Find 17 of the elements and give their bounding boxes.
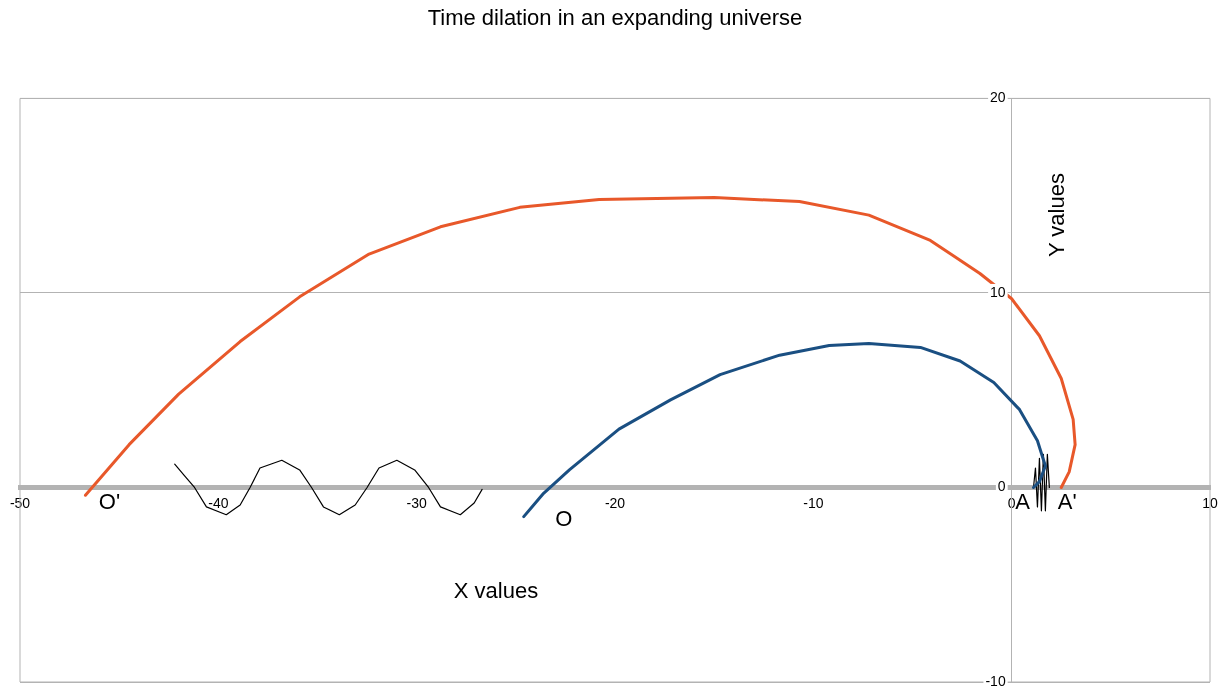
x-tick-label: -20 <box>604 494 626 511</box>
annotation: O' <box>98 489 121 515</box>
x-tick-label: -40 <box>208 494 229 511</box>
x-tick-label: -10 <box>803 494 824 511</box>
chart-title: Time dilation in an expanding universe <box>427 5 803 31</box>
annotation: A <box>1015 488 1031 514</box>
x-tick-label: -30 <box>406 494 427 511</box>
annotation: O <box>555 505 573 531</box>
y-axis-title: Y values <box>1043 173 1069 258</box>
x-tick-label: 10 <box>1202 494 1218 511</box>
x-tick-label: -50 <box>9 494 31 511</box>
y-tick-label: 10 <box>990 283 1006 300</box>
y-tick-label: 20 <box>990 89 1006 106</box>
y-tick-label: -10 <box>985 672 1006 689</box>
x-axis-title: X values <box>453 577 539 603</box>
annotation: A' <box>1057 488 1077 514</box>
y-tick-label: 0 <box>997 478 1006 495</box>
